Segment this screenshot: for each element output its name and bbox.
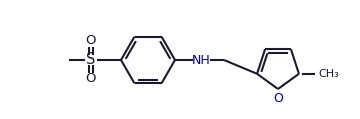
Text: NH: NH xyxy=(192,54,210,67)
Text: S: S xyxy=(86,52,96,67)
Text: O: O xyxy=(86,72,96,85)
Text: O: O xyxy=(86,35,96,47)
Text: O: O xyxy=(273,92,283,105)
Text: CH₃: CH₃ xyxy=(318,69,339,79)
